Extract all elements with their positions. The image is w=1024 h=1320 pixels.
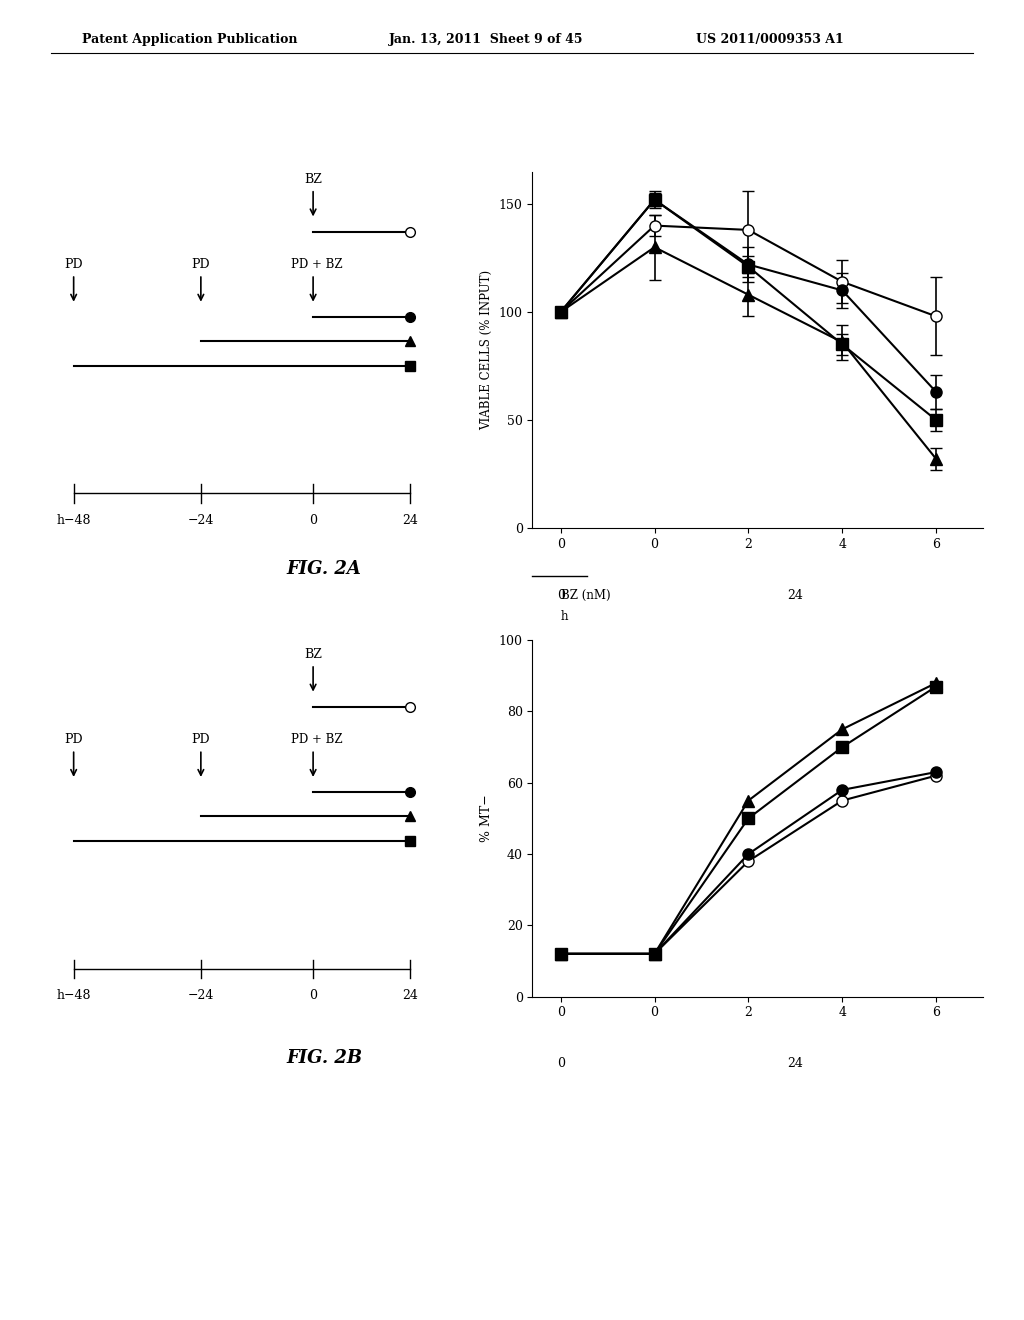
Y-axis label: % MT−: % MT−: [480, 795, 494, 842]
Text: PD: PD: [191, 734, 210, 746]
Text: −24: −24: [187, 989, 214, 1002]
Y-axis label: VIABLE CELLS (% INPUT): VIABLE CELLS (% INPUT): [480, 269, 494, 430]
Text: 0: 0: [309, 989, 317, 1002]
Text: Patent Application Publication: Patent Application Publication: [82, 33, 297, 46]
Text: 0: 0: [309, 513, 317, 527]
Text: BZ (nM): BZ (nM): [561, 589, 610, 602]
Text: Jan. 13, 2011  Sheet 9 of 45: Jan. 13, 2011 Sheet 9 of 45: [389, 33, 584, 46]
Text: h−48: h−48: [56, 513, 91, 527]
Text: 24: 24: [402, 513, 419, 527]
Text: FIG. 2B: FIG. 2B: [287, 1048, 362, 1067]
Text: BZ: BZ: [304, 648, 322, 661]
Text: PD + BZ: PD + BZ: [291, 734, 343, 746]
Text: h−48: h−48: [56, 989, 91, 1002]
Text: PD + BZ: PD + BZ: [291, 259, 343, 271]
Text: 24: 24: [787, 1057, 803, 1071]
Text: BZ: BZ: [304, 173, 322, 186]
Text: PD: PD: [191, 259, 210, 271]
Text: PD: PD: [65, 734, 83, 746]
Text: 0: 0: [557, 1057, 564, 1071]
Text: 24: 24: [787, 589, 803, 602]
Text: US 2011/0009353 A1: US 2011/0009353 A1: [696, 33, 844, 46]
Text: 24: 24: [402, 989, 419, 1002]
Text: h: h: [561, 610, 568, 623]
Text: −24: −24: [187, 513, 214, 527]
Text: PD: PD: [65, 259, 83, 271]
Text: FIG. 2A: FIG. 2A: [287, 560, 361, 578]
Text: 0: 0: [557, 589, 564, 602]
